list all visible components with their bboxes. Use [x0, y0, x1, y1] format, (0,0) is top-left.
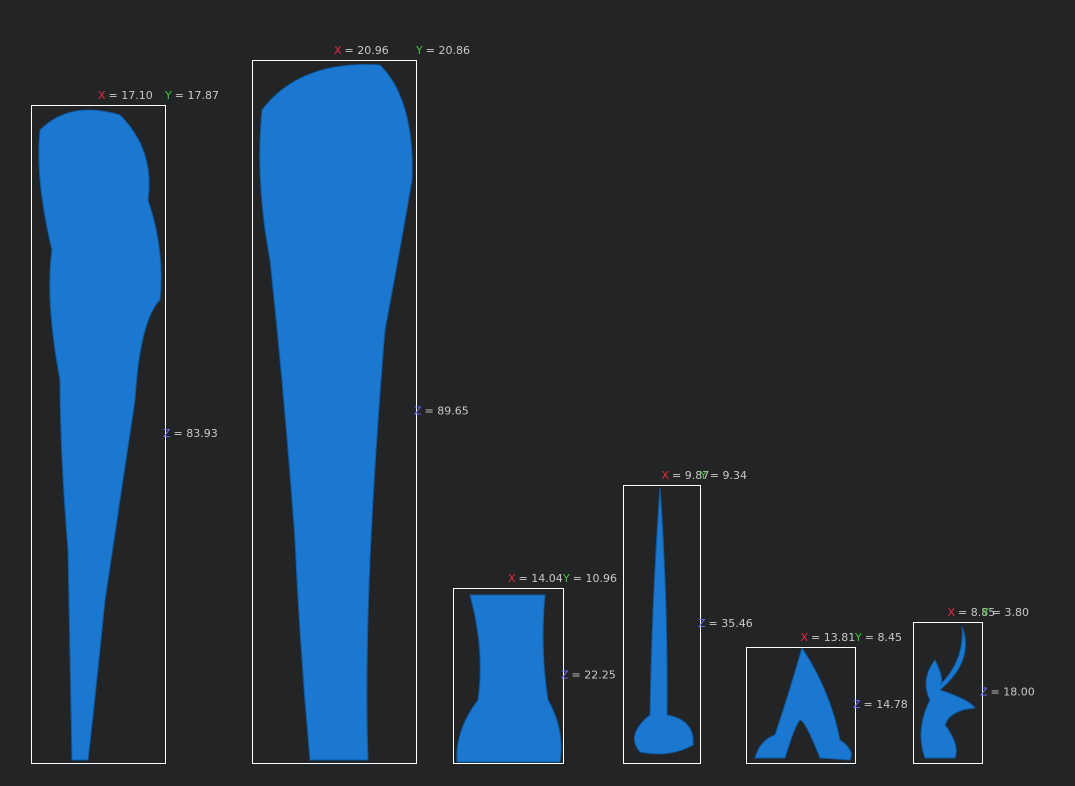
z-dimension: Z = 35.46	[698, 617, 753, 630]
x-dimension: X = 8.85	[948, 606, 996, 619]
dimension-value: = 20.86	[426, 44, 470, 57]
dimension-value: = 14.78	[864, 698, 908, 711]
model-2	[259, 64, 413, 761]
axis-letter: Y	[415, 44, 423, 57]
axis-letter: X	[334, 44, 342, 57]
dimension-value: = 17.87	[175, 89, 219, 102]
axis-letter: X	[98, 89, 106, 102]
axis-letter: X	[662, 469, 670, 482]
dimension-value: = 8.45	[865, 631, 902, 644]
axis-letter: X	[801, 631, 809, 644]
y-dimension: Y = 17.87	[164, 89, 219, 102]
x-dimension: X = 17.10	[98, 89, 153, 102]
model-5	[754, 646, 852, 761]
axis-letter: Z	[980, 686, 988, 699]
z-dimension: Z = 22.25	[561, 669, 616, 682]
bounding-box	[453, 588, 564, 764]
dimension-value: = 3.80	[992, 606, 1029, 619]
y-dimension: Y = 10.96	[562, 572, 617, 585]
y-dimension: Y = 8.45	[854, 631, 902, 644]
model-6	[920, 625, 976, 759]
bounding-box	[252, 60, 417, 764]
dimension-value: = 18.00	[991, 686, 1035, 699]
x-dimension: X = 20.96	[334, 44, 389, 57]
dimension-value: = 83.93	[174, 427, 218, 440]
bounding-box	[623, 485, 701, 764]
dimension-value: = 13.81	[811, 631, 855, 644]
z-dimension: Z = 83.93	[163, 427, 218, 440]
model-1	[38, 109, 162, 761]
dimension-value: = 10.96	[573, 572, 617, 585]
dimension-value: = 9.87	[672, 469, 709, 482]
axis-letter: X	[508, 572, 516, 585]
x-dimension: X = 9.87	[662, 469, 710, 482]
models	[38, 64, 976, 763]
axis-letter: Z	[163, 427, 171, 440]
dimension-value: = 8.85	[958, 606, 995, 619]
bounding-box	[31, 105, 166, 764]
x-dimension: X = 13.81	[801, 631, 856, 644]
axis-letter: Y	[854, 631, 862, 644]
x-dimension: X = 14.04	[508, 572, 563, 585]
z-dimension: Z = 89.65	[414, 405, 469, 418]
axis-letter: Y	[562, 572, 570, 585]
dimension-value: = 9.34	[710, 469, 747, 482]
z-dimension: Z = 14.78	[853, 698, 908, 711]
dimension-value: = 20.96	[345, 44, 389, 57]
bounding-box	[746, 647, 856, 764]
model-4	[633, 487, 694, 755]
y-dimension: Y = 9.34	[699, 469, 747, 482]
axis-letter: Y	[981, 606, 989, 619]
axis-letter: Z	[853, 698, 861, 711]
dimension-value: = 14.04	[519, 572, 563, 585]
dimension-value: = 89.65	[425, 405, 469, 418]
dimension-value: = 17.10	[109, 89, 153, 102]
dimension-value: = 22.25	[572, 669, 616, 682]
axis-letter: Z	[561, 669, 569, 682]
axis-letter: Z	[698, 617, 706, 630]
y-dimension: Y = 20.86	[415, 44, 470, 57]
bounding-box	[913, 622, 983, 764]
axis-letter: Y	[699, 469, 707, 482]
z-dimension: Z = 18.00	[980, 686, 1035, 699]
axis-letter: Z	[414, 405, 422, 418]
y-dimension: Y = 3.80	[981, 606, 1029, 619]
dimension-value: = 35.46	[709, 617, 753, 630]
axis-letter: X	[948, 606, 956, 619]
model-3	[456, 594, 562, 763]
axis-letter: Y	[164, 89, 172, 102]
